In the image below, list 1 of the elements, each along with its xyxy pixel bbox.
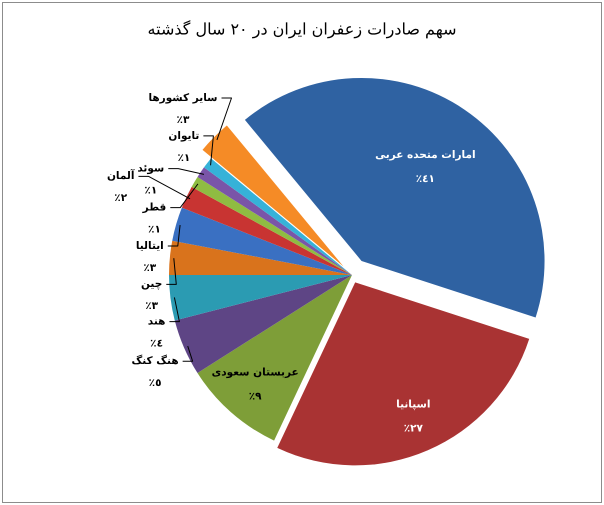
title: سهم صادرات زعفران ایران در ۲۰ سال گذشته <box>148 19 456 38</box>
